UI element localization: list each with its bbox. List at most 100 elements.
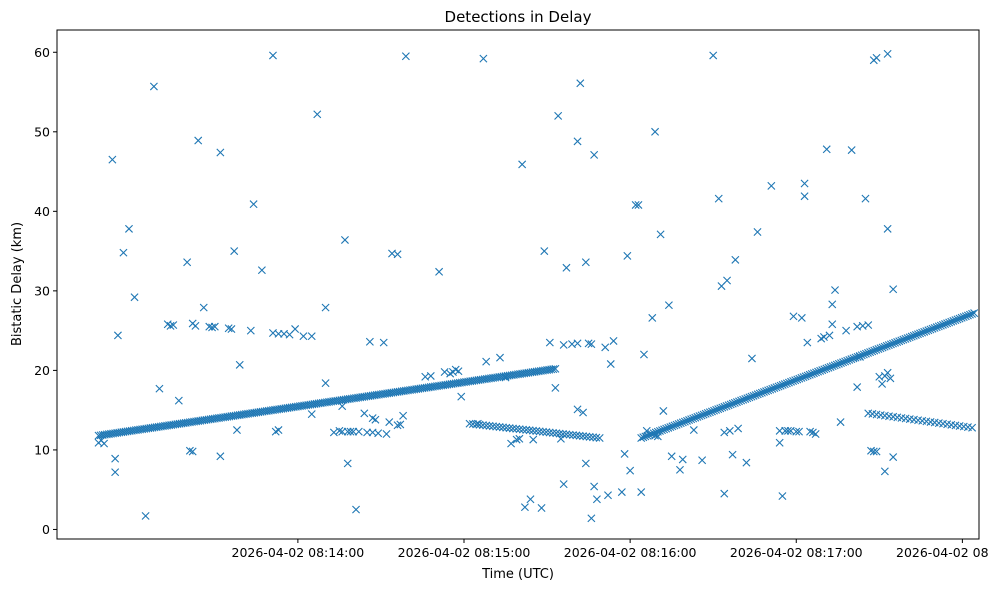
detection-marker [581,459,590,468]
track-marker [880,342,889,351]
x-tick-label: 2026-04-02 08:18:00 [896,545,989,560]
detection-marker [230,247,239,256]
track-marker [545,428,554,437]
detection-marker [246,326,255,335]
track-marker [666,423,675,432]
track-marker [963,311,972,320]
track-marker [909,331,918,340]
detection-marker [747,354,756,363]
track-marker [959,313,968,322]
detection-marker [268,51,277,60]
y-tick-label: 30 [34,283,50,298]
detection-marker [291,325,300,334]
track-marker [562,430,571,439]
detection-marker [174,396,183,405]
detection-marker [689,426,698,435]
track-marker [685,416,694,425]
track-marker [710,406,719,415]
detection-marker [360,409,369,418]
track-marker [488,422,497,431]
track-marker [695,412,704,421]
track-marker [522,425,531,434]
track-marker [803,371,812,380]
track-marker [861,349,870,358]
track-marker [859,350,868,359]
detection-marker [454,367,463,376]
detection-marker [831,286,840,295]
detection-marker [329,428,338,437]
track-marker [930,323,939,332]
track-marker [660,425,669,434]
track-marker [589,433,597,442]
track-marker [970,309,979,318]
track-marker [889,339,897,348]
detection-marker [714,194,723,203]
track-marker [502,423,511,432]
track-marker [924,326,933,335]
detection-marker [656,230,665,239]
detection-marker [227,325,236,334]
track-marker [945,318,954,327]
track-marker [512,424,521,433]
detection-marker [889,285,898,294]
track-marker [683,416,691,425]
track-marker [726,400,735,409]
track-marker [864,348,873,357]
track-marker [743,394,752,403]
track-marker [868,347,877,356]
track-marker [812,368,820,377]
track-marker [782,379,791,388]
detection-marker [113,331,122,340]
track-marker [703,409,712,418]
track-marker [839,358,848,367]
track-marker [741,394,750,403]
detection-marker [573,339,582,348]
detection-marker [307,332,316,341]
track-marker [637,434,646,442]
detection-marker [648,313,657,322]
track-marker [824,363,833,372]
detection-marker [792,427,801,436]
track-marker [797,373,806,382]
track-marker [866,348,875,357]
y-tick-label: 10 [34,442,50,457]
track-marker [701,409,710,418]
track-marker [780,380,789,389]
track-marker [801,372,810,381]
detection-marker [385,418,394,427]
detection-marker [473,419,482,428]
track-marker [947,317,956,326]
track-marker [737,396,746,405]
track-marker [791,376,800,385]
detection-marker [194,136,203,145]
detection-marker [379,338,388,347]
track-marker [907,332,916,341]
detection-marker [399,411,408,420]
detection-marker [587,340,596,349]
track-marker [689,414,698,423]
track-marker [732,398,741,407]
detection-marker [299,332,308,341]
track-marker [757,388,766,397]
detection-marker [559,340,568,349]
track-marker [895,337,904,346]
detection-marker [709,51,718,60]
track-marker [687,415,696,424]
y-tick-label: 0 [42,522,50,537]
detection-marker [554,111,563,120]
track-marker [515,425,524,434]
x-axis: 2026-04-02 08:14:00 2026-04-02 08:15:00 20… [232,539,989,560]
detection-marker [883,49,892,58]
detection-marker [210,322,219,331]
detection-marker [141,511,150,520]
track-marker [903,334,912,343]
track-marker [770,384,779,393]
track-marker [749,391,758,400]
detection-marker [795,427,804,436]
detection-marker [601,343,610,352]
detection-marker [393,250,402,259]
detection-marker [551,383,560,392]
detection-marker [321,303,330,312]
track-marker [551,364,560,373]
detection-marker [562,263,571,272]
